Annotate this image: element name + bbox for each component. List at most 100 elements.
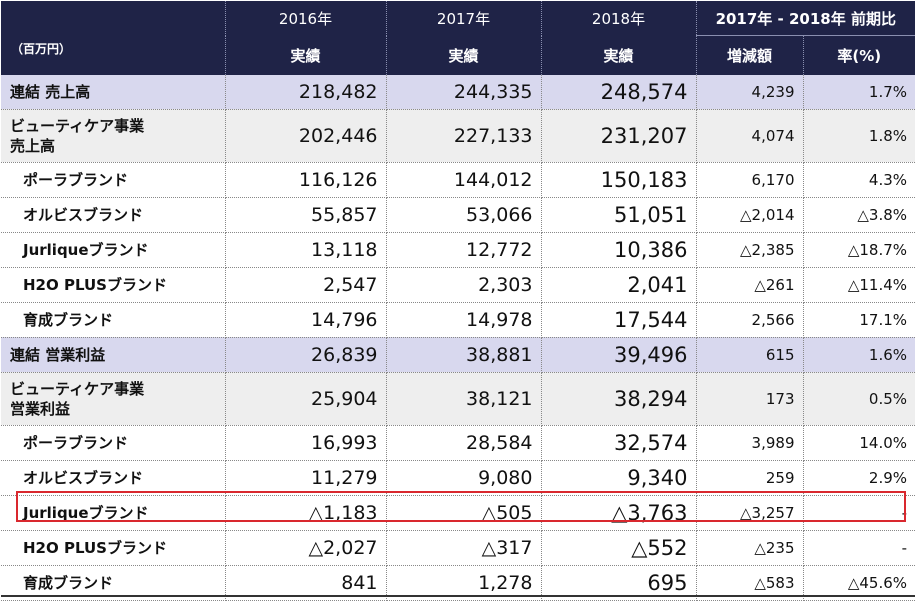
value-2018: 248,574 (541, 74, 697, 110)
diff-rate: △11.4% (803, 267, 916, 303)
table-row: Jurliqueブランド 13,118 12,772 10,386 △2,385 △18.… (1, 232, 916, 268)
value-2016: 2,547 (225, 267, 387, 303)
row-label: Jurliqueブランド (1, 232, 226, 268)
actual-2018-header: 実績 (541, 35, 697, 75)
diff-rate: △3.8% (803, 197, 916, 233)
row-label: 連結 営業利益 (1, 337, 226, 373)
row-label: 連結 売上高 (1, 74, 226, 110)
table-row: 連結 売上高 218,482 244,335 248,574 4,239 1.7% (1, 74, 916, 110)
diff-rate: 0.5% (803, 372, 916, 426)
diff-amount: 259 (696, 460, 804, 496)
diff-rate: 1.7% (803, 74, 916, 110)
value-2017: 244,335 (386, 74, 542, 110)
value-2018: 150,183 (541, 162, 697, 198)
table-row: H2O PLUSブランド △2,027 △317 △552 △235- (1, 530, 916, 566)
actual-2017-header: 実績 (386, 35, 542, 75)
diff-amount: 3,989 (696, 425, 804, 461)
value-2017: 227,133 (386, 109, 542, 163)
value-2016: 202,446 (225, 109, 387, 163)
table-row: ビューティケア事業 営業利益 25,904 38,121 38,294 173 0.5% (1, 372, 916, 426)
value-2016: 55,857 (225, 197, 387, 233)
value-2018: 32,574 (541, 425, 697, 461)
row-label: Jurliqueブランド (1, 495, 226, 531)
diff-rate: - (803, 530, 916, 566)
diff-amount-header: 増減額 (696, 35, 804, 75)
value-2017: 144,012 (386, 162, 542, 198)
value-2016: 16,993 (225, 425, 387, 461)
diff-rate: 1.6% (803, 337, 916, 373)
value-2017: 38,121 (386, 372, 542, 426)
diff-amount: 6,170 (696, 162, 804, 198)
actual-2016-header: 実績 (225, 35, 387, 75)
value-2017: 28,584 (386, 425, 542, 461)
diff-rate: 17.1% (803, 302, 916, 338)
year-2017-header: 2017年 (386, 1, 542, 36)
diff-rate: △45.6% (803, 565, 916, 601)
table-row: 連結 営業利益 26,839 38,881 39,496 615 1.6% (1, 337, 916, 373)
value-2017: 53,066 (386, 197, 542, 233)
diff-rate: 4.3% (803, 162, 916, 198)
value-2016: 11,279 (225, 460, 387, 496)
diff-amount: 615 (696, 337, 804, 373)
value-2018: 2,041 (541, 267, 697, 303)
diff-amount: 4,239 (696, 74, 804, 110)
table-row: 育成ブランド 14,796 14,978 17,544 2,566 17.1% (1, 302, 916, 338)
table-row: Jurliqueブランド △1,183 △505 △3,763 △3,257- (1, 495, 916, 531)
diff-period-header: 2017年 - 2018年 前期比 (696, 1, 916, 36)
value-2016: △2,027 (225, 530, 387, 566)
diff-amount: △2,385 (696, 232, 804, 268)
diff-rate: △18.7% (803, 232, 916, 268)
diff-rate: 14.0% (803, 425, 916, 461)
diff-amount: △261 (696, 267, 804, 303)
value-2016: 25,904 (225, 372, 387, 426)
row-label: ビューティケア事業 売上高 (1, 109, 226, 163)
value-2017: 14,978 (386, 302, 542, 338)
row-label: H2O PLUSブランド (1, 530, 226, 566)
diff-amount: 2,566 (696, 302, 804, 338)
value-2017: △505 (386, 495, 542, 531)
row-label: H2O PLUSブランド (1, 267, 226, 303)
table-row: オルビスブランド 55,857 53,066 51,051 △2,014 △3.8% (1, 197, 916, 233)
row-label: ポーラブランド (1, 162, 226, 198)
value-2017: 2,303 (386, 267, 542, 303)
value-2018: 39,496 (541, 337, 697, 373)
value-2016: 116,126 (225, 162, 387, 198)
header-row-sub: （百万円） 実績 実績 実績 増減額 率(%) (1, 35, 916, 75)
row-label: オルビスブランド (1, 460, 226, 496)
unit-label: （百万円） (1, 35, 226, 75)
value-2016: 218,482 (225, 74, 387, 110)
value-2018: 51,051 (541, 197, 697, 233)
value-2017: 9,080 (386, 460, 542, 496)
diff-rate-header: 率(%) (803, 35, 916, 75)
value-2016: 26,839 (225, 337, 387, 373)
row-label: ビューティケア事業 営業利益 (1, 372, 226, 426)
value-2017: △317 (386, 530, 542, 566)
header-row-years: 2016年 2017年 2018年 2017年 - 2018年 前期比 (1, 1, 916, 36)
diff-amount: 4,074 (696, 109, 804, 163)
table-row: ポーラブランド 116,126 144,012 150,183 6,170 4.3% (1, 162, 916, 198)
diff-amount: △235 (696, 530, 804, 566)
value-2018: 38,294 (541, 372, 697, 426)
value-2018: 17,544 (541, 302, 697, 338)
table-bottom-border (1, 595, 915, 597)
value-2016: 14,796 (225, 302, 387, 338)
value-2016: 13,118 (225, 232, 387, 268)
value-2016: 841 (225, 565, 387, 601)
value-2018: 231,207 (541, 109, 697, 163)
value-2017: 12,772 (386, 232, 542, 268)
row-label: ポーラブランド (1, 425, 226, 461)
diff-amount: 173 (696, 372, 804, 426)
row-label: オルビスブランド (1, 197, 226, 233)
year-2016-header: 2016年 (225, 1, 387, 36)
header-blank (1, 1, 226, 36)
diff-amount: △3,257 (696, 495, 804, 531)
year-2018-header: 2018年 (541, 1, 697, 36)
value-2018: 10,386 (541, 232, 697, 268)
diff-rate: 2.9% (803, 460, 916, 496)
table-row: ポーラブランド 16,993 28,584 32,574 3,989 14.0% (1, 425, 916, 461)
table-row: ビューティケア事業 売上高 202,446 227,133 231,207 4,074 1.… (1, 109, 916, 163)
row-label: 育成ブランド (1, 565, 226, 601)
row-label: 育成ブランド (1, 302, 226, 338)
value-2018: △552 (541, 530, 697, 566)
